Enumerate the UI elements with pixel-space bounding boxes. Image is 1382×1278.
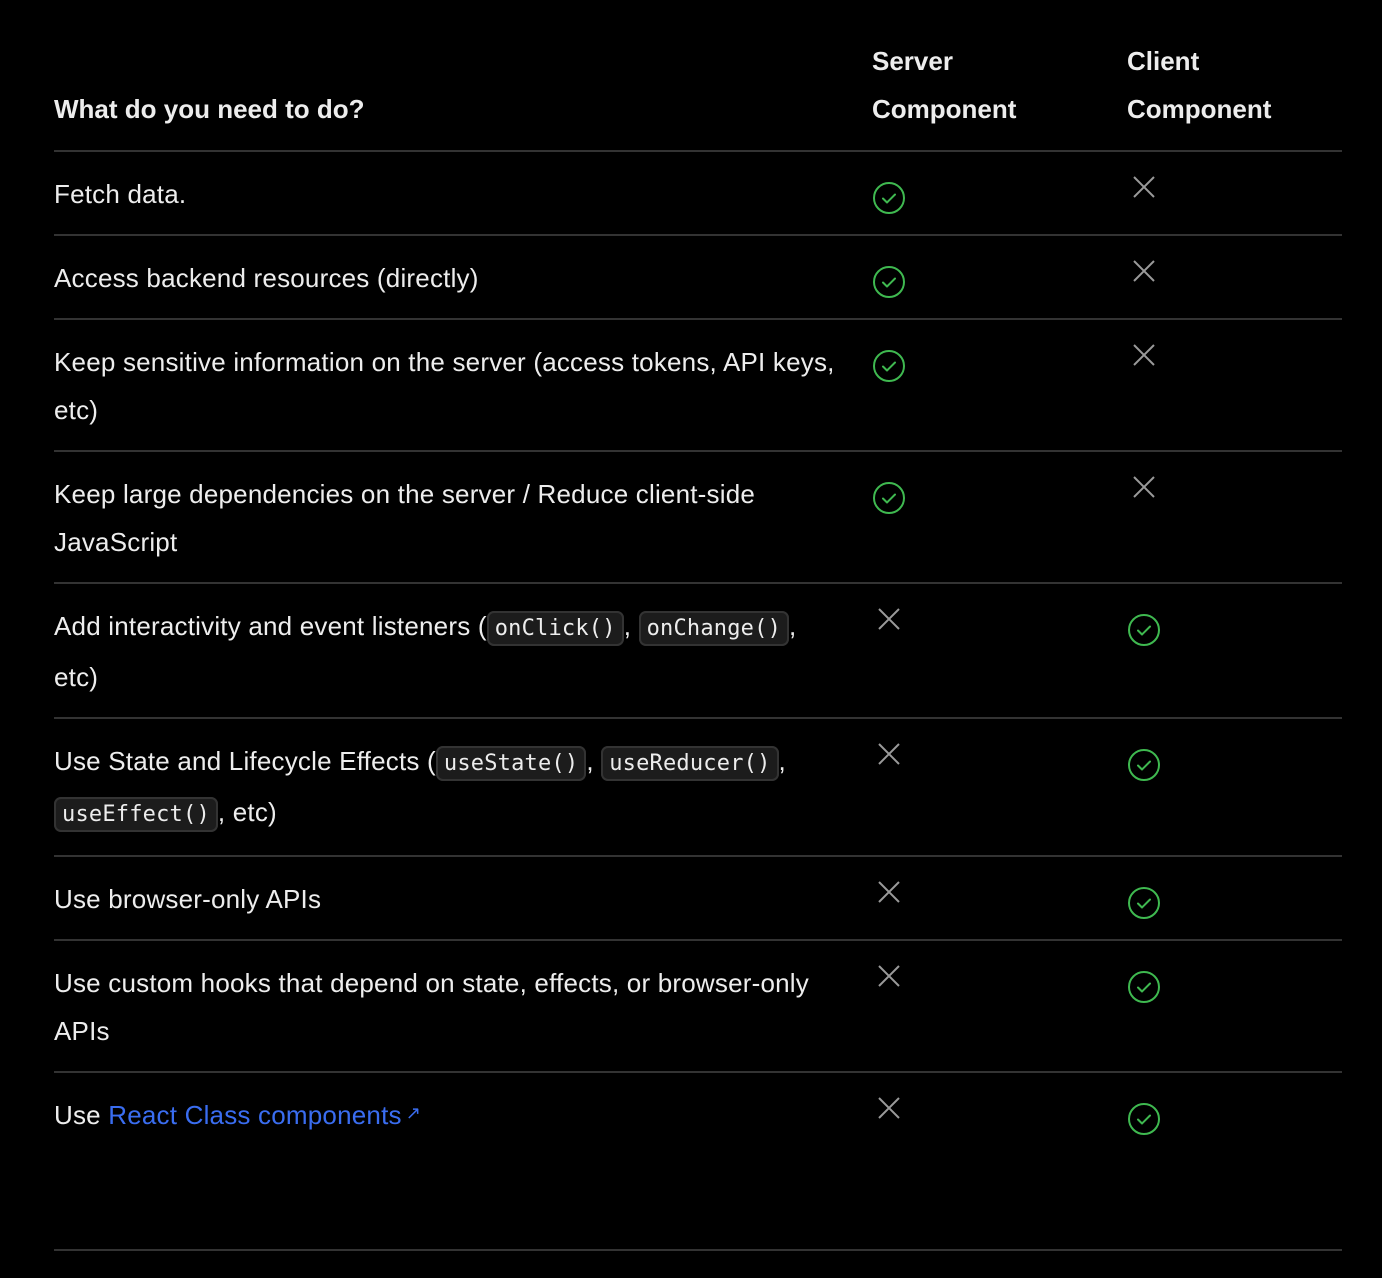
code-snippet: onClick(): [486, 611, 624, 646]
code-snippet: onChange(): [638, 611, 790, 646]
client-support-cell: [1127, 857, 1342, 939]
task-text: , etc): [217, 797, 277, 827]
client-support-cell: [1127, 1073, 1342, 1249]
table-row: Use State and Lifecycle Effects (useStat…: [54, 719, 1342, 857]
table-row: Fetch data.: [54, 152, 1342, 236]
client-support-cell: [1127, 452, 1342, 582]
task-cell: Access backend resources (directly): [54, 236, 872, 318]
check-circle-icon: [873, 266, 905, 298]
task-text: Use State and Lifecycle Effects (: [54, 746, 436, 776]
client-support-cell: [1127, 236, 1342, 318]
table-row: Access backend resources (directly): [54, 236, 1342, 320]
task-text: , etc): [54, 611, 797, 692]
task-cell: Fetch data.: [54, 152, 872, 234]
cross-icon: [878, 743, 900, 765]
task-text: Add interactivity and event listeners (: [54, 611, 487, 641]
task-cell: Use State and Lifecycle Effects (useStat…: [54, 719, 872, 855]
table-header: What do you need to do? Server Component…: [54, 0, 1342, 152]
cross-icon: [1133, 476, 1155, 498]
code-snippet: useReducer(): [601, 746, 779, 781]
check-circle-icon: [1128, 1103, 1160, 1135]
server-support-cell: [872, 1073, 1127, 1249]
table-row: Use custom hooks that depend on state, e…: [54, 941, 1342, 1073]
comparison-table: What do you need to do? Server Component…: [54, 0, 1342, 1251]
external-link-icon: ↗: [405, 1103, 421, 1123]
check-circle-icon: [1128, 971, 1160, 1003]
task-text: Use custom hooks that depend on state, e…: [54, 968, 809, 1046]
server-support-cell: [872, 236, 1127, 318]
check-circle-icon: [873, 350, 905, 382]
header-client-component: Client Component: [1127, 46, 1272, 124]
react-class-components-link[interactable]: React Class components: [108, 1100, 402, 1130]
table-row: Use React Class components ↗: [54, 1073, 1342, 1251]
task-text: Fetch data.: [54, 179, 187, 209]
check-circle-icon: [873, 482, 905, 514]
task-cell: Use React Class components ↗: [54, 1073, 872, 1249]
check-circle-icon: [1128, 614, 1160, 646]
code-snippet: useState(): [435, 746, 587, 781]
server-support-cell: [872, 719, 1127, 855]
task-cell: Use custom hooks that depend on state, e…: [54, 941, 872, 1071]
table-row: Add interactivity and event listeners (o…: [54, 584, 1342, 719]
server-support-cell: [872, 152, 1127, 234]
task-text: ,: [586, 746, 602, 776]
code-snippet: useEffect(): [54, 797, 218, 832]
server-support-cell: [872, 941, 1127, 1071]
client-support-cell: [1127, 152, 1342, 234]
table-row: Keep large dependencies on the server / …: [54, 452, 1342, 584]
task-text: ,: [778, 746, 786, 776]
task-text: ,: [623, 611, 639, 641]
task-cell: Add interactivity and event listeners (o…: [54, 584, 872, 717]
check-circle-icon: [873, 182, 905, 214]
cross-icon: [878, 965, 900, 987]
check-circle-icon: [1128, 887, 1160, 919]
task-text: Use: [54, 1100, 109, 1130]
cross-icon: [878, 881, 900, 903]
server-support-cell: [872, 857, 1127, 939]
task-cell: Use browser-only APIs: [54, 857, 872, 939]
task-text: Use browser-only APIs: [54, 884, 322, 914]
task-cell: Keep large dependencies on the server / …: [54, 452, 872, 582]
task-cell: Keep sensitive information on the server…: [54, 320, 872, 450]
server-support-cell: [872, 584, 1127, 717]
task-text: Access backend resources (directly): [54, 263, 479, 293]
cross-icon: [878, 608, 900, 630]
task-text: Keep large dependencies on the server / …: [54, 479, 756, 557]
header-server-component: Server Component: [872, 46, 1017, 124]
cross-icon: [878, 1097, 900, 1119]
table-row: Use browser-only APIs: [54, 857, 1342, 941]
cross-icon: [1133, 344, 1155, 366]
cross-icon: [1133, 176, 1155, 198]
client-support-cell: [1127, 584, 1342, 717]
table-row: Keep sensitive information on the server…: [54, 320, 1342, 452]
server-support-cell: [872, 452, 1127, 582]
check-circle-icon: [1128, 749, 1160, 781]
client-support-cell: [1127, 941, 1342, 1071]
header-task: What do you need to do?: [54, 94, 365, 124]
cross-icon: [1133, 260, 1155, 282]
server-support-cell: [872, 320, 1127, 450]
client-support-cell: [1127, 320, 1342, 450]
client-support-cell: [1127, 719, 1342, 855]
task-text: Keep sensitive information on the server…: [54, 347, 835, 425]
